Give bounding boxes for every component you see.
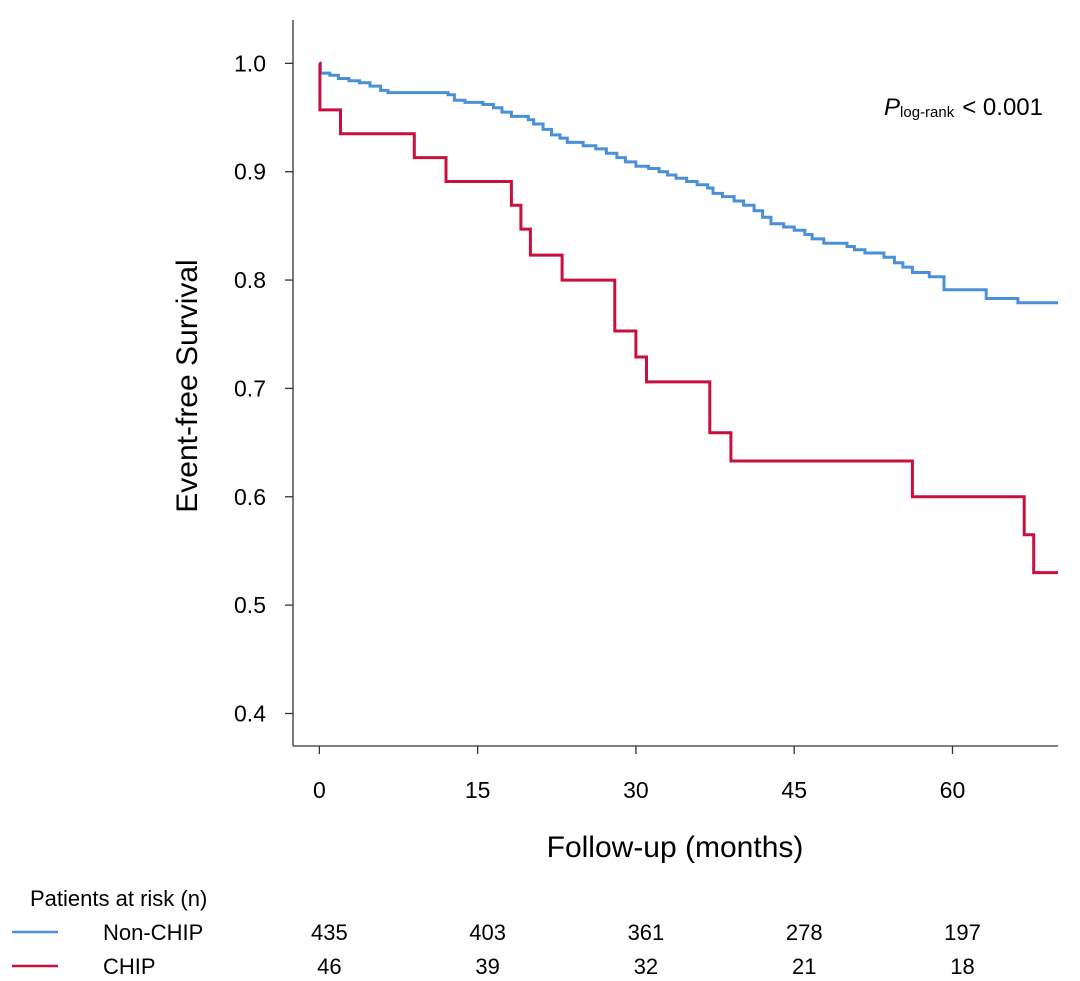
y-tick-label: 0.9 xyxy=(234,159,266,185)
y-tick-label: 0.7 xyxy=(234,375,266,401)
y-axis-ticks: 0.4 0.5 0.6 0.7 0.8 0.9 1.0 xyxy=(234,50,293,726)
x-tick-label: 45 xyxy=(781,777,807,803)
at-risk-count-chip: 21 xyxy=(792,954,816,979)
at-risk-label-chip: CHIP xyxy=(103,954,156,979)
x-tick-label: 0 xyxy=(313,777,326,803)
at-risk-count-non-chip: 278 xyxy=(786,920,823,945)
series-line-non-chip xyxy=(318,61,1058,305)
at-risk-count-chip: 18 xyxy=(950,954,974,979)
y-tick-label: 1.0 xyxy=(234,50,266,76)
x-axis-ticks: 0 15 30 45 60 xyxy=(313,746,965,803)
y-axis-label: Event-free Survival xyxy=(171,259,204,512)
at-risk-count-non-chip: 435 xyxy=(311,920,348,945)
at-risk-count-non-chip: 403 xyxy=(469,920,506,945)
y-tick-label: 0.6 xyxy=(234,484,266,510)
survival-curves xyxy=(318,61,1058,575)
x-tick-label: 60 xyxy=(940,777,966,803)
plot-axes xyxy=(292,20,1058,747)
at-risk-count-chip: 46 xyxy=(317,954,341,979)
y-tick-label: 0.4 xyxy=(234,700,266,726)
p-symbol: P xyxy=(884,94,900,121)
y-tick-label: 0.5 xyxy=(234,592,266,618)
at-risk-count-chip: 39 xyxy=(475,954,499,979)
y-tick-label: 0.8 xyxy=(234,267,266,293)
x-axis-label: Follow-up (months) xyxy=(547,831,804,864)
at-risk-title: Patients at risk (n) xyxy=(30,886,207,911)
at-risk-count-chip: 32 xyxy=(634,954,658,979)
series-line-chip xyxy=(318,61,1058,575)
p-value-annotation: Plog-rank < 0.001 xyxy=(884,94,1043,121)
p-subscript: log-rank xyxy=(900,104,955,121)
x-tick-label: 30 xyxy=(623,777,649,803)
at-risk-label-non-chip: Non-CHIP xyxy=(103,920,203,945)
at-risk-table: Non-CHIP 435 403 361 278 197 CHIP 46 39 32 21 18 xyxy=(12,920,981,979)
x-tick-label: 15 xyxy=(465,777,491,803)
p-value-text: < 0.001 xyxy=(962,94,1043,121)
at-risk-count-non-chip: 197 xyxy=(944,920,981,945)
at-risk-count-non-chip: 361 xyxy=(628,920,665,945)
